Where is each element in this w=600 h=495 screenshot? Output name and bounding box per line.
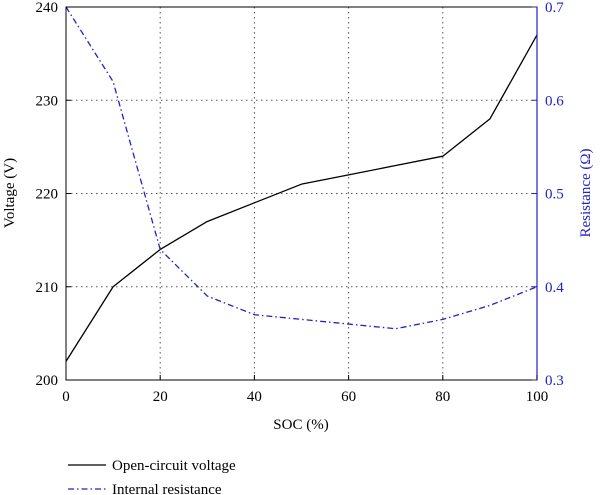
y-left-tick-label: 210 <box>36 280 59 296</box>
x-tick-label: 20 <box>153 389 168 405</box>
y-right-tick-label: 0.4 <box>545 280 564 296</box>
tick-labels: 0 20 40 60 80 100 200 210 220 230 240 0.3 0.4 0.5 0.6 0… <box>36 0 565 405</box>
series-line-voltage <box>65 34 538 362</box>
x-tick-label: 40 <box>247 389 262 405</box>
y-right-tick-label: 0.7 <box>545 0 564 16</box>
x-tick-label: 100 <box>526 389 549 405</box>
y-left-tick-label: 200 <box>36 373 59 389</box>
y-axis-left-title: Voltage (V) <box>2 158 18 228</box>
series-layer <box>65 6 538 362</box>
y-left-tick-label: 220 <box>36 187 59 203</box>
legend-label-voltage: Open-circuit voltage <box>112 458 236 474</box>
y-right-tick-label: 0.6 <box>545 93 564 109</box>
y-right-tick-label: 0.3 <box>545 373 564 389</box>
y-right-tick-label: 0.5 <box>545 187 564 203</box>
gridlines <box>66 7 537 380</box>
x-axis-title: SOC (%) <box>273 417 328 433</box>
series-line-resistance <box>65 6 538 330</box>
x-tick-label: 80 <box>435 389 450 405</box>
tick-marks <box>65 6 538 381</box>
legend: Open-circuit voltage Internal resistance <box>68 458 236 495</box>
x-tick-label: 0 <box>62 389 70 405</box>
x-tick-label: 60 <box>341 389 356 405</box>
y-axis-right-title: Resistance (Ω) <box>578 148 594 237</box>
legend-label-resistance: Internal resistance <box>112 482 222 495</box>
y-left-tick-label: 230 <box>36 93 59 109</box>
y-left-tick-label: 240 <box>36 0 59 16</box>
